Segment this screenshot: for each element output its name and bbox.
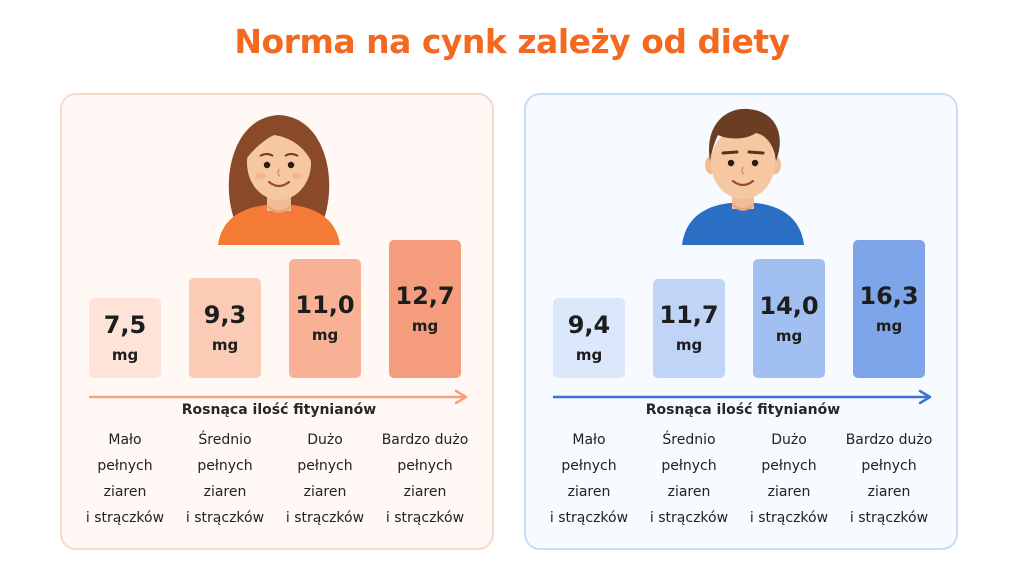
male-category-label: Dużo pełnych ziaren i strączków <box>749 432 829 526</box>
female-bar: 9,3 mg <box>189 277 261 378</box>
male-bar-unit: mg <box>675 336 703 355</box>
female-bar-unit: mg <box>411 317 439 335</box>
female-bar-value: 7,5 <box>103 311 147 339</box>
woman-avatar-icon <box>214 107 344 245</box>
female-category-label: Średnio pełnych ziaren i strączków <box>185 432 265 526</box>
male-panel: 9,4 mg 11,7 mg 14,0 mg 16,3 mg Rosnąca ilość fi… <box>524 93 958 550</box>
female-bar-value: 9,3 <box>203 300 247 329</box>
male-bar: 14,0 mg <box>753 259 825 378</box>
male-bar: 16,3 mg <box>853 240 925 378</box>
man-avatar-icon <box>678 105 808 245</box>
male-bar-unit: mg <box>775 326 803 345</box>
male-category-label: Mało pełnych ziaren i strączków <box>549 432 629 526</box>
female-bar-value: 11,0 <box>295 291 355 320</box>
male-arrow-icon <box>553 389 932 405</box>
male-bar-chart: 9,4 mg 11,7 mg 14,0 mg 16,3 mg <box>526 95 956 548</box>
male-bar-value: 9,4 <box>567 311 611 339</box>
male-bar-value: 14,0 <box>759 291 819 320</box>
male-category-label: Średnio pełnych ziaren i strączków <box>649 432 729 526</box>
female-axis-label: Rosnąca ilość fitynianów <box>181 402 377 418</box>
female-bar-unit: mg <box>211 335 239 354</box>
female-category-label: Bardzo dużo pełnych ziaren i strączków <box>381 432 469 526</box>
female-bar-value: 12,7 <box>395 282 455 310</box>
female-bar: 11,0 mg <box>289 258 361 378</box>
female-category-label: Dużo pełnych ziaren i strączków <box>285 432 365 526</box>
male-bar-unit: mg <box>875 317 903 335</box>
female-bar: 12,7 mg <box>389 240 461 378</box>
female-bar: 7,5 mg <box>89 298 161 378</box>
female-bar-chart: 7,5 mg 9,3 mg 11,0 mg 12,7 mg <box>62 95 492 548</box>
male-bar: 9,4 mg <box>553 298 625 378</box>
female-category-label: Mało pełnych ziaren i strączków <box>85 432 165 526</box>
female-bar-unit: mg <box>311 326 339 345</box>
female-arrow-icon <box>89 389 468 405</box>
male-category-label: Bardzo dużo pełnych ziaren i strączków <box>845 432 933 526</box>
male-bar-unit: mg <box>575 346 603 364</box>
male-bar-value: 11,7 <box>659 301 719 330</box>
male-bar-value: 16,3 <box>859 282 919 310</box>
female-bar-unit: mg <box>111 346 139 364</box>
male-bar: 11,7 mg <box>653 278 725 378</box>
female-panel: 7,5 mg 9,3 mg 11,0 mg 12,7 mg Rosnąca ilość fit… <box>60 93 494 550</box>
male-axis-label: Rosnąca ilość fitynianów <box>645 402 841 418</box>
page-title: Norma na cynk zależy od diety <box>234 22 790 61</box>
